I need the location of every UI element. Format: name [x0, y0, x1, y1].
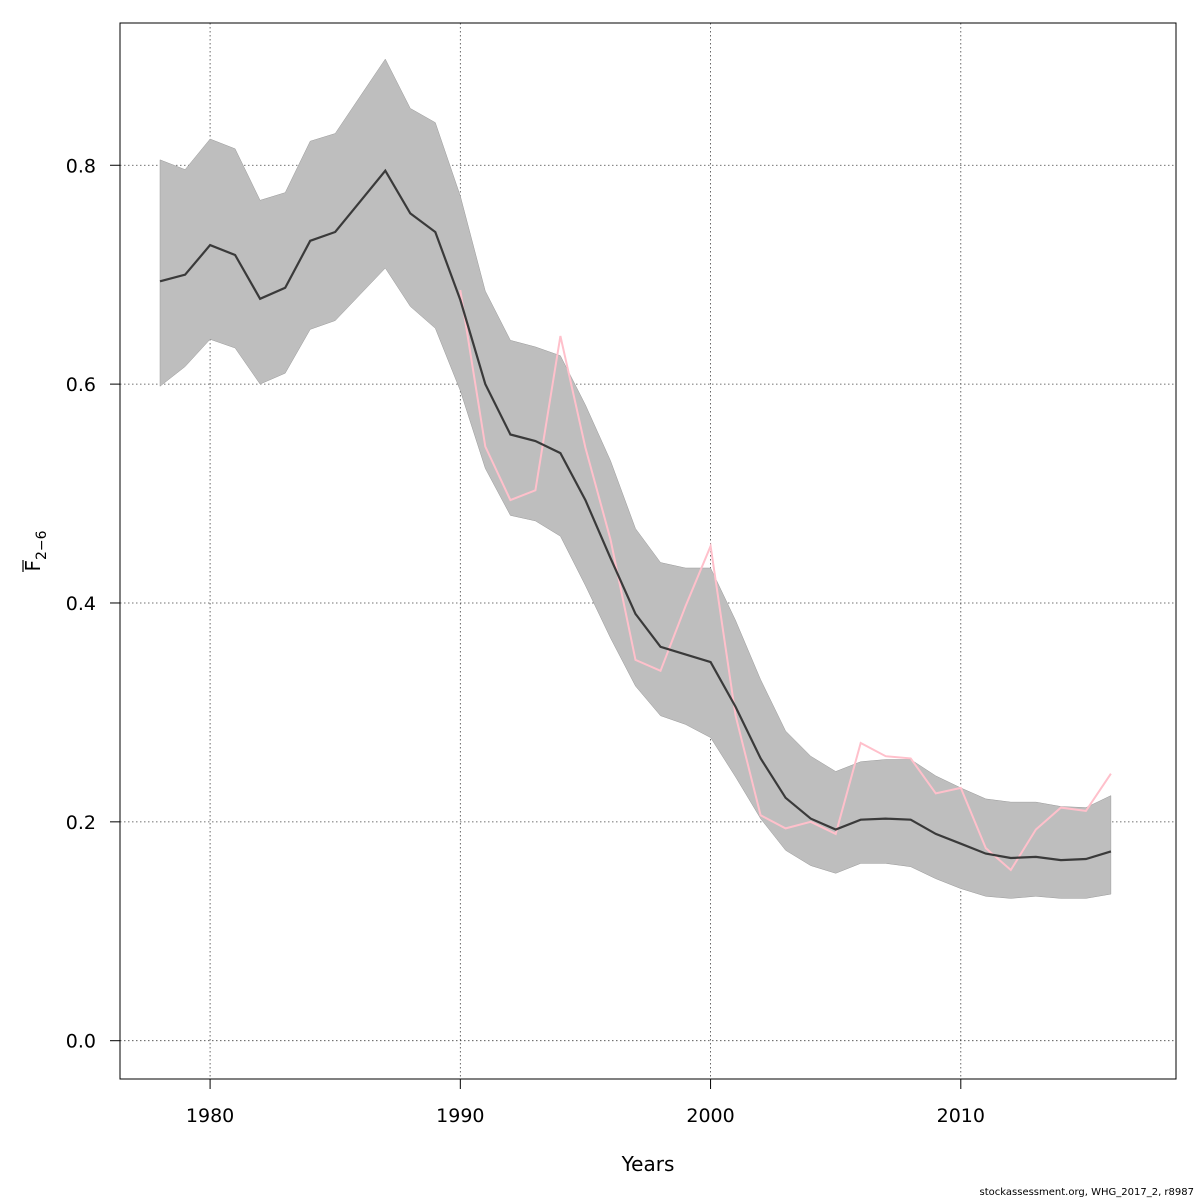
- y-tick-label: 0.0: [66, 1031, 96, 1053]
- x-tick-label: 1990: [436, 1105, 484, 1127]
- x-axis-title: Years: [621, 1152, 675, 1176]
- x-tick-label: 2000: [686, 1105, 734, 1127]
- svg-text:F2−6: F2−6: [21, 530, 50, 571]
- axes: 1980 1990 2000 2010 0.0 0.2 0.4 0.6 0.8: [66, 155, 985, 1127]
- y-tick-label: 0.2: [66, 812, 96, 834]
- confidence-band: [159, 58, 1112, 899]
- x-tick-label: 1980: [186, 1105, 234, 1127]
- x-tick-label: 2010: [937, 1105, 985, 1127]
- observed-line: [459, 289, 1112, 872]
- footer-credit: stockassessment.org, WHG_2017_2, r8987: [979, 1187, 1194, 1198]
- plot-frame: [119, 22, 1177, 1080]
- y-axis-title-main: F: [21, 560, 45, 572]
- estimate-line: [159, 168, 1112, 862]
- y-axis-title-subscript: 2−6: [34, 530, 50, 560]
- y-tick-label: 0.4: [66, 593, 96, 615]
- y-tick-label: 0.8: [66, 155, 96, 177]
- y-axis-title: F2−6: [21, 530, 50, 572]
- y-tick-label: 0.6: [66, 374, 96, 396]
